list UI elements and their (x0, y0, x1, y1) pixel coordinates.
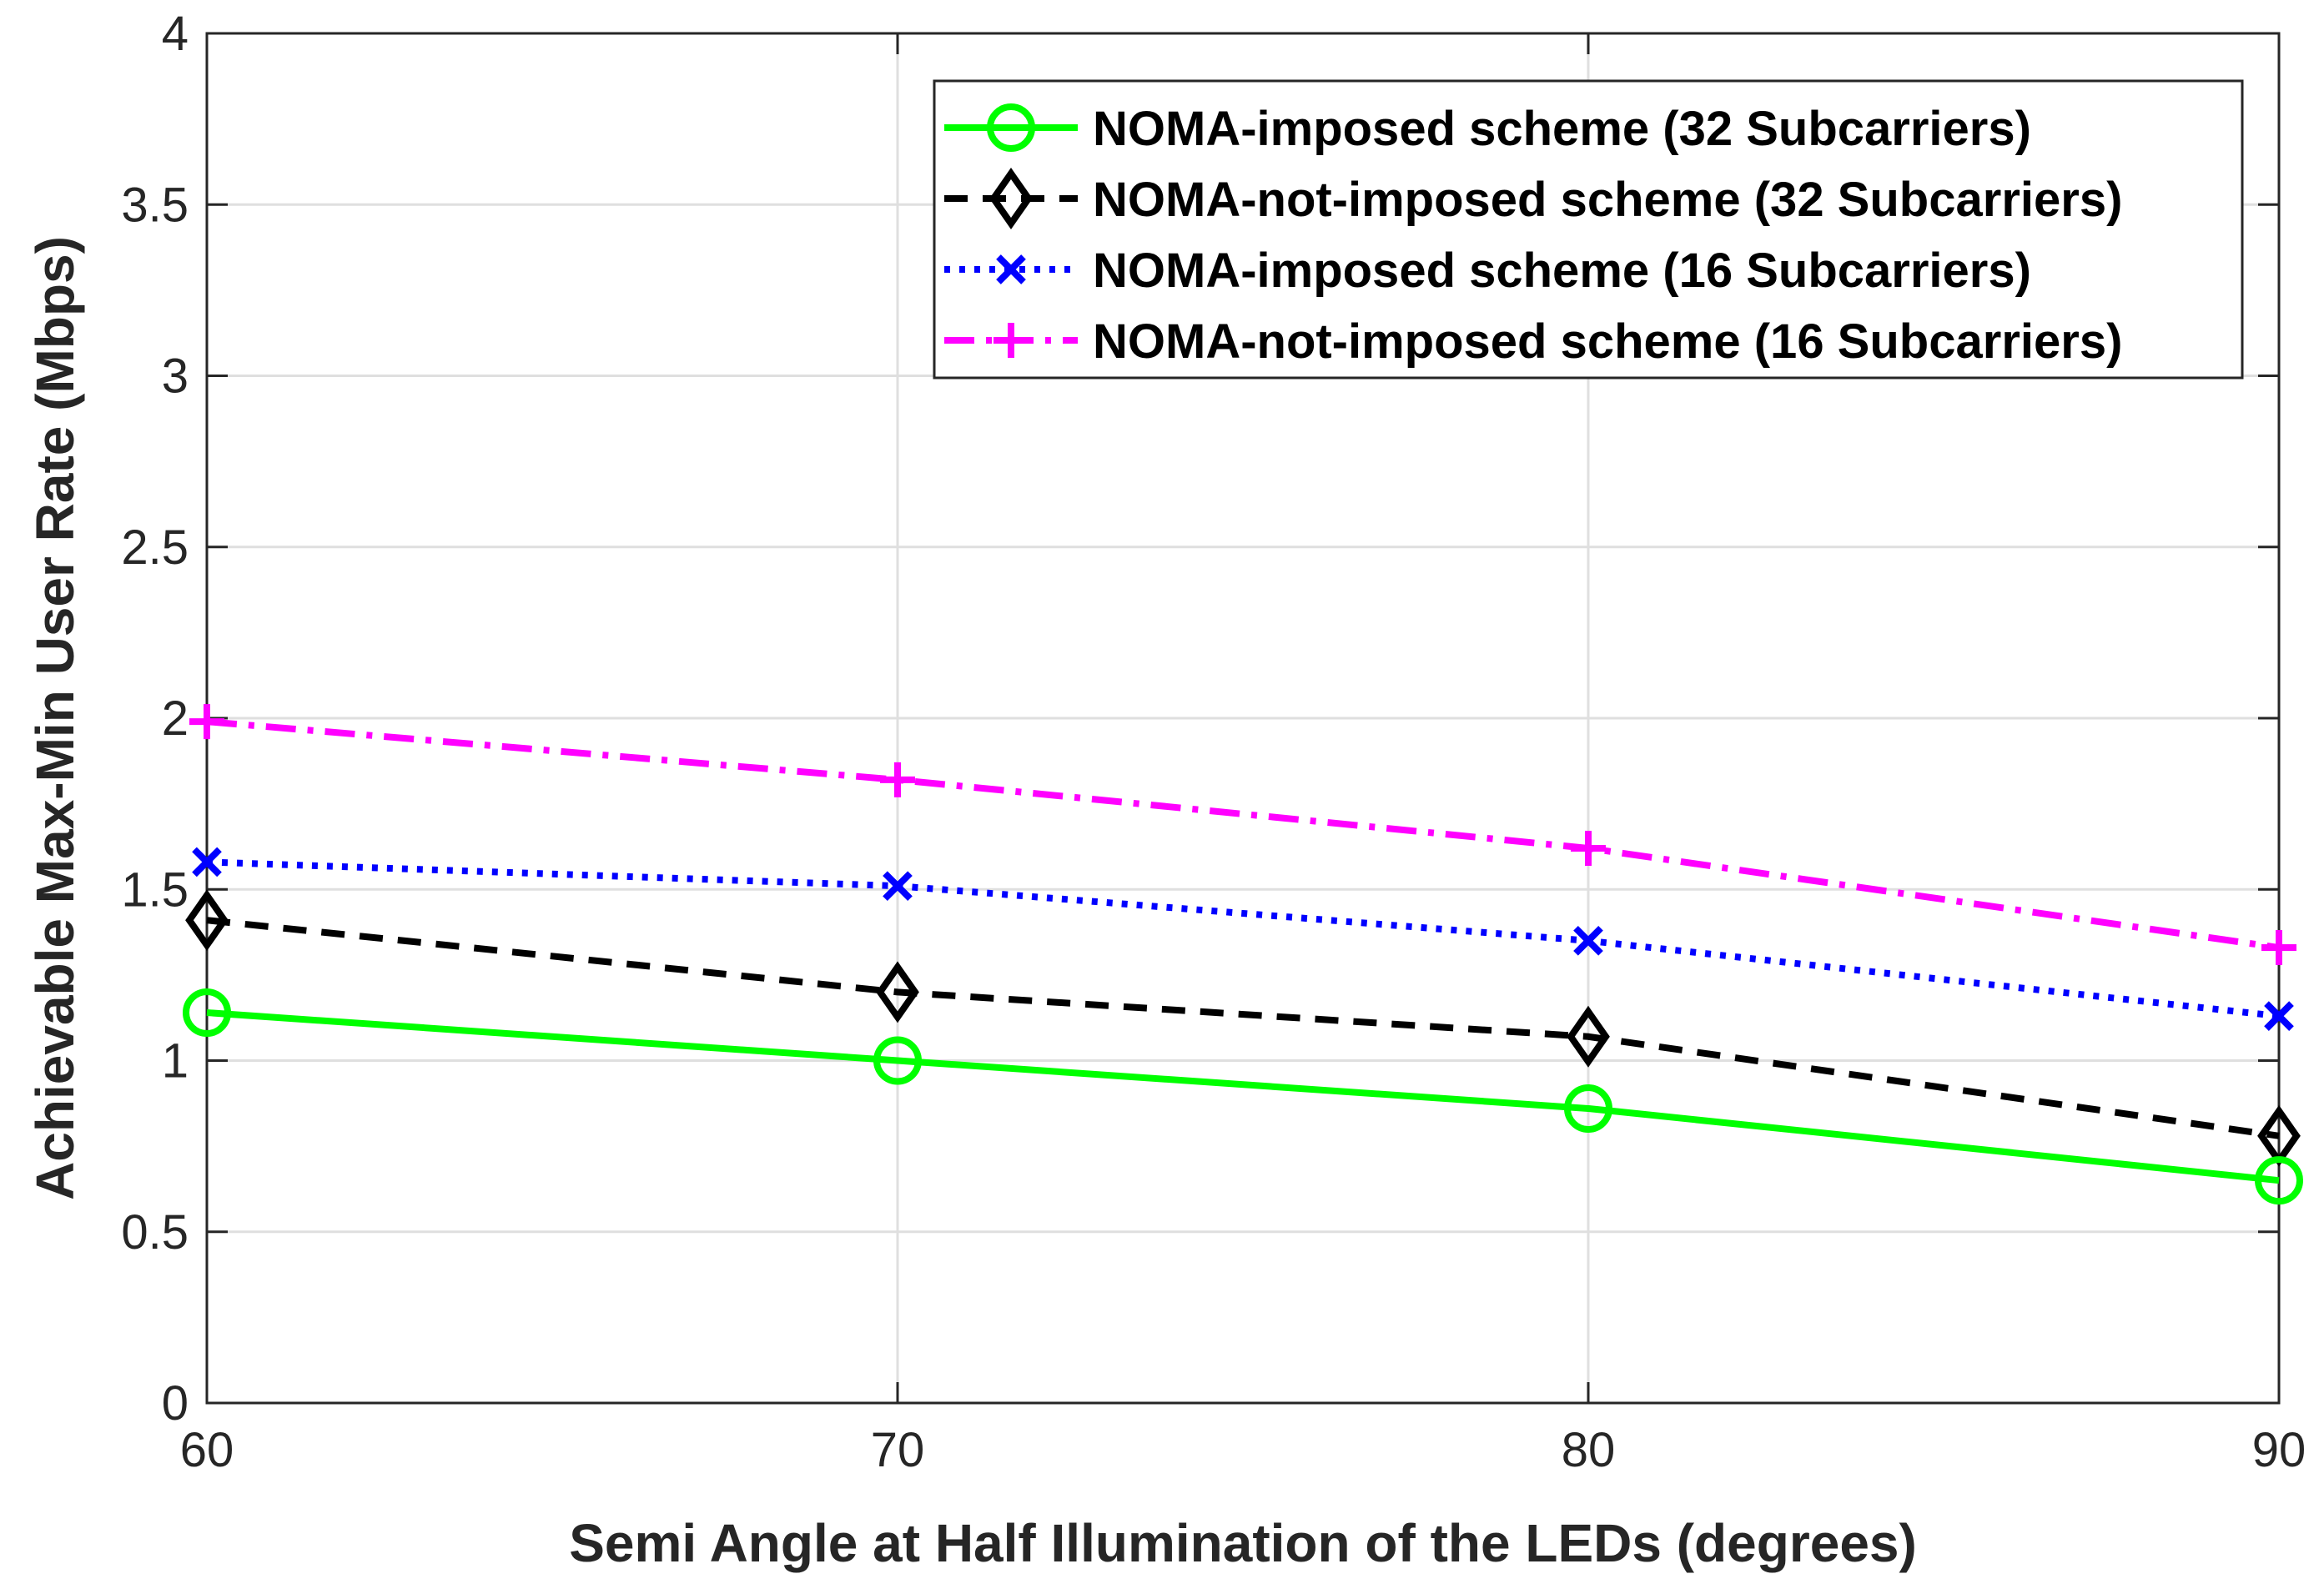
series-circle (183, 988, 2303, 1205)
y-tick-label: 4 (162, 7, 189, 61)
y-axis-label: Achievable Max-Min User Rate (Mbps) (25, 236, 85, 1200)
data-point-plus (2261, 930, 2296, 966)
legend-label: NOMA-imposed scheme (32 Subcarriers) (1093, 102, 2031, 156)
data-point-circle (1564, 1084, 1612, 1133)
legend-box (933, 79, 2244, 380)
data-point-circle (2255, 1156, 2303, 1205)
series-line (206, 1009, 2280, 1184)
legend: NOMA-imposed scheme (32 Subcarriers) NOMA… (933, 79, 2244, 380)
y-axis-ticks: 0 0.5 1 1.5 2 2.5 3 3.5 4 (121, 7, 2279, 1431)
legend-marker-circle (987, 103, 1035, 152)
data-point-plus (880, 762, 915, 797)
legend-entry: NOMA-not-imposed scheme (16 Subcarriers) (944, 314, 2122, 369)
legend-entry: NOMA-not-imposed scheme (32 Subcarriers) (944, 168, 2122, 229)
series-line (206, 718, 2280, 951)
data-point-x (2264, 1001, 2294, 1031)
x-axis-ticks: 60 70 80 90 (180, 33, 2306, 1477)
data-point-diamond (1567, 1005, 1610, 1068)
series-plus (189, 704, 2296, 966)
x-tick-label: 60 (180, 1423, 234, 1477)
data-point-plus (189, 704, 224, 740)
data-point-x (1573, 925, 1603, 956)
y-tick-label: 2.5 (121, 520, 189, 575)
legend-label: NOMA-imposed scheme (16 Subcarriers) (1093, 244, 2031, 298)
data-point-plus (1571, 830, 1606, 866)
legend-marker-plus (993, 323, 1029, 358)
legend-marker-x (996, 254, 1026, 284)
y-tick-label: 0.5 (121, 1205, 189, 1260)
y-tick-label: 1.5 (121, 862, 189, 917)
x-tick-label: 70 (871, 1423, 925, 1477)
x-tick-label: 90 (2252, 1423, 2306, 1477)
series-x (192, 847, 2294, 1031)
legend-label: NOMA-not-imposed scheme (32 Subcarriers) (1093, 173, 2122, 227)
y-tick-label: 1 (162, 1034, 189, 1089)
x-axis-label: Semi Angle at Half Illumination of the L… (569, 1513, 1917, 1573)
series-line (206, 917, 2280, 1139)
data-point-diamond (185, 889, 229, 952)
y-tick-label: 3 (162, 349, 189, 404)
data-point-diamond (876, 961, 919, 1023)
legend-entry: NOMA-imposed scheme (32 Subcarriers) (944, 102, 2031, 156)
data-point-x (192, 847, 222, 877)
x-tick-label: 80 (1562, 1423, 1616, 1477)
legend-marker-diamond (989, 168, 1033, 229)
data-point-x (883, 871, 913, 901)
legend-entry: NOMA-imposed scheme (16 Subcarriers) (944, 244, 2031, 298)
y-tick-label: 0 (162, 1376, 189, 1431)
legend-label: NOMA-not-imposed scheme (16 Subcarriers) (1093, 314, 2122, 369)
series-group (183, 704, 2303, 1205)
series-line (206, 858, 2280, 1020)
data-point-circle (183, 988, 231, 1038)
data-point-circle (873, 1036, 922, 1085)
y-tick-label: 2 (162, 691, 189, 746)
y-tick-label: 3.5 (121, 178, 189, 232)
